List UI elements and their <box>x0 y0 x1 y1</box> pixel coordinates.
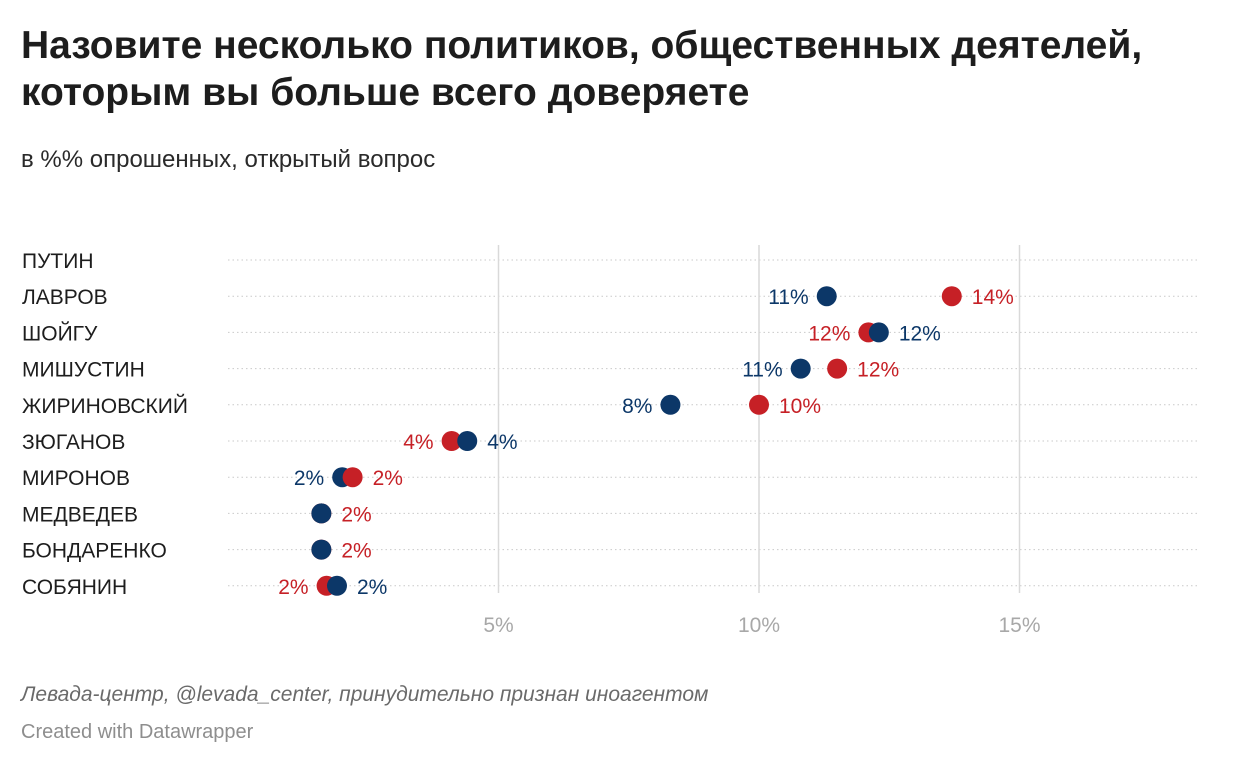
source-note: Левада-центр, @levada_center, принудител… <box>21 683 709 706</box>
category-label: ЖИРИНОВСКИЙ <box>22 394 188 418</box>
category-label: СОБЯНИН <box>22 576 127 599</box>
value-label: 8% <box>622 395 652 418</box>
dot-feb <box>342 467 363 488</box>
category-label: МИРОНОВ <box>22 467 130 490</box>
dot-jan <box>311 503 332 524</box>
dot-jan <box>311 539 332 560</box>
dot-feb <box>941 286 962 307</box>
value-label: 14% <box>972 286 1014 309</box>
value-label: 12% <box>857 359 899 382</box>
dot-feb <box>749 394 769 415</box>
dot-feb <box>827 358 848 379</box>
value-label: 11% <box>768 286 808 309</box>
x-tick-label: 10% <box>738 614 780 637</box>
category-label: МЕДВЕДЕВ <box>22 503 138 526</box>
chart-title: Назовите несколько политиков, общественн… <box>21 24 1143 114</box>
value-label: 4% <box>403 431 433 454</box>
dot-jan <box>326 575 347 596</box>
value-label: 2% <box>278 576 308 599</box>
dot-feb <box>441 431 462 451</box>
value-label: 11% <box>742 359 782 382</box>
value-label: 2% <box>341 503 371 526</box>
chart-subtitle: в %% опрошенных, открытый вопрос <box>21 146 436 173</box>
category-label: ШОЙГУ <box>22 321 98 345</box>
category-label: МИШУСТИН <box>22 359 145 382</box>
credit-note: Created with Datawrapper <box>21 721 254 743</box>
value-label: 12% <box>899 322 941 345</box>
category-label: ЗЮГАНОВ <box>22 431 125 454</box>
value-label: 12% <box>808 322 850 345</box>
category-label: ЛАВРОВ <box>22 286 108 309</box>
dot-jan <box>660 394 681 415</box>
value-label: 4% <box>487 431 517 454</box>
x-tick-label: 15% <box>998 614 1040 637</box>
value-label: 2% <box>294 467 324 490</box>
value-label: 2% <box>373 467 403 490</box>
dot-jan <box>816 286 837 307</box>
dot-chart: 5%10%15%20%25%30%ПУТИНЛАВРОВШОЙГУМИШУСТИ… <box>22 245 1198 637</box>
x-tick-label: 5% <box>483 614 513 637</box>
dot-jan <box>457 431 478 451</box>
dot-jan <box>868 322 889 343</box>
category-label: ПУТИН <box>22 250 94 273</box>
dot-jan <box>790 358 811 379</box>
value-label: 10% <box>779 395 821 418</box>
value-label: 2% <box>341 540 371 563</box>
category-label: БОНДАРЕНКО <box>22 540 167 563</box>
value-label: 2% <box>357 576 387 599</box>
